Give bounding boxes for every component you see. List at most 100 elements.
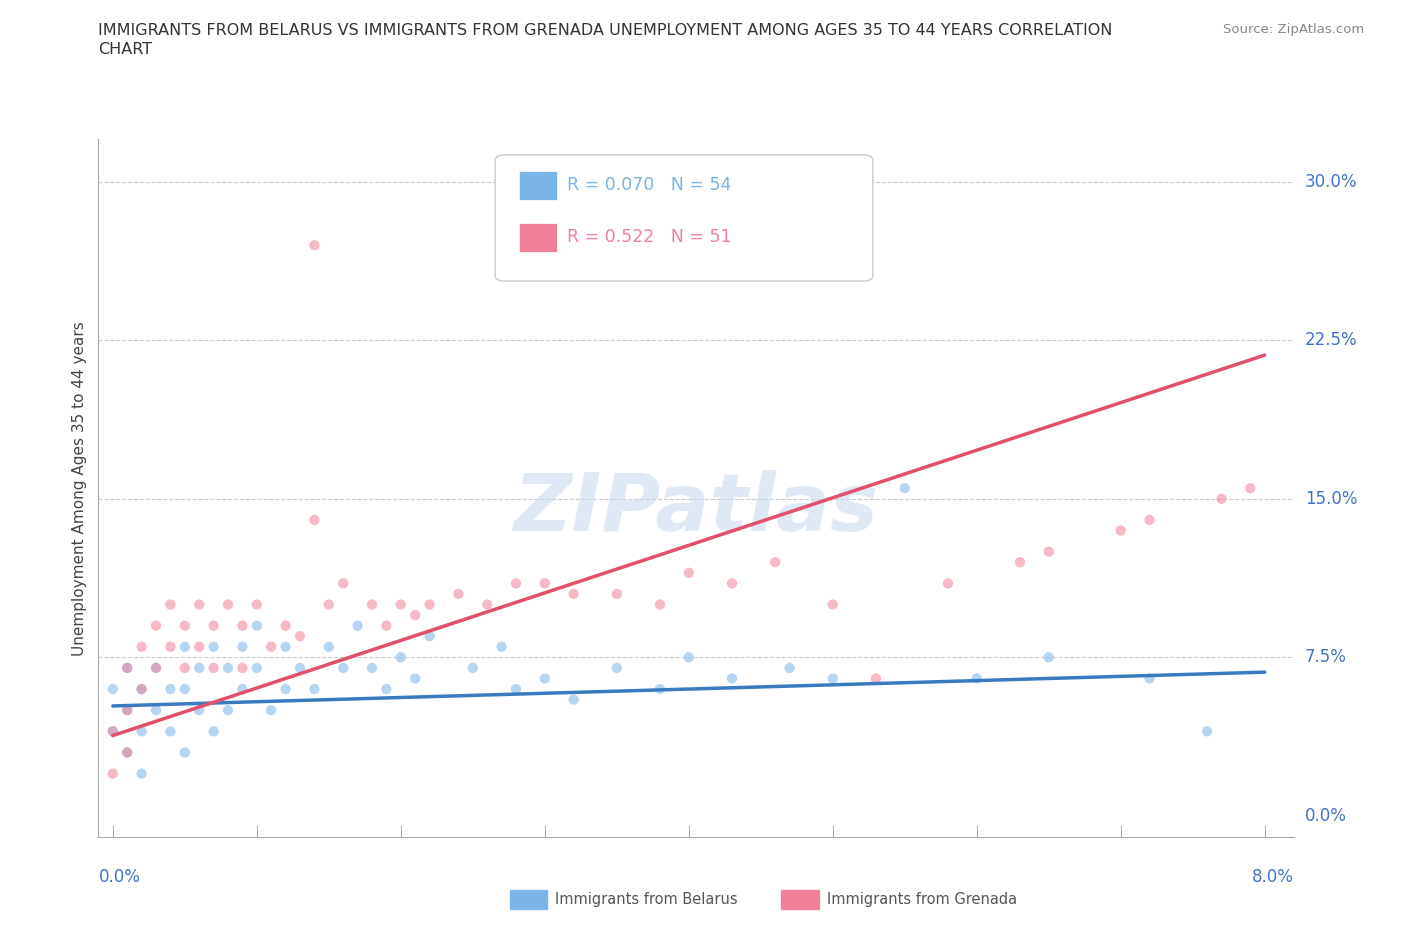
Point <box>966 671 988 686</box>
Point <box>332 660 354 675</box>
Point <box>188 703 211 718</box>
Point <box>389 650 412 665</box>
Point <box>288 629 311 644</box>
Point <box>145 660 167 675</box>
Point <box>101 682 124 697</box>
Point <box>145 703 167 718</box>
Point <box>505 576 527 591</box>
Point <box>217 703 239 718</box>
Point <box>1139 512 1161 527</box>
Point <box>274 639 297 654</box>
Point <box>159 682 181 697</box>
Point <box>648 597 671 612</box>
Text: 0.0%: 0.0% <box>1305 807 1347 825</box>
Point <box>173 639 195 654</box>
Point <box>346 618 368 633</box>
Point <box>288 660 311 675</box>
Point <box>217 597 239 612</box>
Point <box>115 703 138 718</box>
Text: CHART: CHART <box>98 42 152 57</box>
Point <box>115 745 138 760</box>
Point <box>101 724 124 738</box>
Text: IMMIGRANTS FROM BELARUS VS IMMIGRANTS FROM GRENADA UNEMPLOYMENT AMONG AGES 35 TO: IMMIGRANTS FROM BELARUS VS IMMIGRANTS FR… <box>98 23 1112 38</box>
Point <box>173 660 195 675</box>
Point <box>562 587 585 602</box>
Point <box>173 745 195 760</box>
Point <box>231 660 253 675</box>
Point <box>606 587 628 602</box>
Point <box>274 618 297 633</box>
Point <box>375 618 398 633</box>
Point <box>763 555 786 570</box>
Text: ZIPatlas: ZIPatlas <box>513 471 879 548</box>
Point <box>260 639 283 654</box>
Point <box>779 660 801 675</box>
Point <box>246 597 269 612</box>
Point <box>821 671 844 686</box>
Point <box>173 618 195 633</box>
Point <box>1239 481 1261 496</box>
Point <box>115 745 138 760</box>
Text: Immigrants from Grenada: Immigrants from Grenada <box>827 892 1017 907</box>
Point <box>318 597 340 612</box>
Text: 8.0%: 8.0% <box>1251 868 1294 885</box>
Point <box>131 766 153 781</box>
Point <box>447 587 470 602</box>
Point <box>491 639 513 654</box>
Point <box>936 576 959 591</box>
Point <box>131 682 153 697</box>
Point <box>202 724 225 738</box>
Point <box>202 660 225 675</box>
Point <box>173 682 195 697</box>
Point <box>1211 491 1233 506</box>
Text: 7.5%: 7.5% <box>1305 648 1347 666</box>
Point <box>1139 671 1161 686</box>
Point <box>131 682 153 697</box>
Point <box>188 660 211 675</box>
Point <box>821 597 844 612</box>
Point <box>477 597 499 612</box>
Point <box>304 512 326 527</box>
Point <box>304 682 326 697</box>
Point <box>1038 544 1060 559</box>
Point <box>159 597 181 612</box>
Y-axis label: Unemployment Among Ages 35 to 44 years: Unemployment Among Ages 35 to 44 years <box>72 321 87 656</box>
Point <box>115 660 138 675</box>
Point <box>274 682 297 697</box>
Text: 22.5%: 22.5% <box>1305 331 1357 350</box>
Point <box>375 682 398 697</box>
Point <box>361 660 384 675</box>
Point <box>188 597 211 612</box>
Point <box>202 639 225 654</box>
Point <box>1197 724 1219 738</box>
Point <box>159 724 181 738</box>
Point <box>562 692 585 707</box>
Point <box>533 576 555 591</box>
Point <box>159 639 181 654</box>
Point <box>1109 523 1132 538</box>
Point <box>246 660 269 675</box>
FancyBboxPatch shape <box>519 223 557 253</box>
Text: Immigrants from Belarus: Immigrants from Belarus <box>555 892 738 907</box>
Point <box>461 660 484 675</box>
Point <box>145 618 167 633</box>
FancyBboxPatch shape <box>519 171 557 200</box>
Point <box>721 671 744 686</box>
Point <box>678 650 700 665</box>
Point <box>101 766 124 781</box>
Point <box>361 597 384 612</box>
Text: Source: ZipAtlas.com: Source: ZipAtlas.com <box>1223 23 1364 36</box>
Point <box>1038 650 1060 665</box>
Point <box>304 238 326 253</box>
Point <box>231 682 253 697</box>
Text: R = 0.522   N = 51: R = 0.522 N = 51 <box>567 228 731 246</box>
Text: R = 0.070   N = 54: R = 0.070 N = 54 <box>567 176 731 193</box>
Point <box>217 660 239 675</box>
Point <box>188 639 211 654</box>
Text: 30.0%: 30.0% <box>1305 173 1357 191</box>
Point <box>260 703 283 718</box>
Point <box>131 724 153 738</box>
Point <box>721 576 744 591</box>
Point <box>404 607 426 622</box>
Point <box>115 660 138 675</box>
